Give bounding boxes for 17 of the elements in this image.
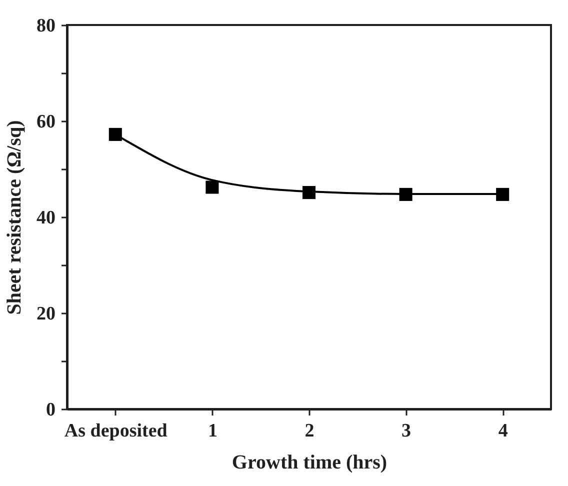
y-tick-label: 40 — [36, 208, 56, 228]
point — [206, 180, 219, 194]
point — [399, 188, 412, 201]
x-tick-label: 2 — [304, 420, 314, 442]
x-tick-label: 3 — [402, 420, 412, 442]
x-tick-label: As deposited — [64, 420, 168, 442]
x-axis-title: Growth time (hrs) — [232, 452, 388, 474]
y-tick-label: 60 — [36, 112, 56, 132]
point — [302, 186, 316, 200]
y-axis-title: Sheet resistance (Ω/sq) — [4, 120, 26, 315]
x-tick-label: 1 — [208, 420, 218, 442]
y-tick-label: 20 — [36, 304, 56, 324]
point — [496, 188, 510, 201]
y-tick-label: 80 — [36, 16, 56, 36]
y-tick-label: 0 — [46, 400, 56, 420]
x-tick-label: 4 — [498, 420, 508, 442]
point — [108, 128, 122, 141]
